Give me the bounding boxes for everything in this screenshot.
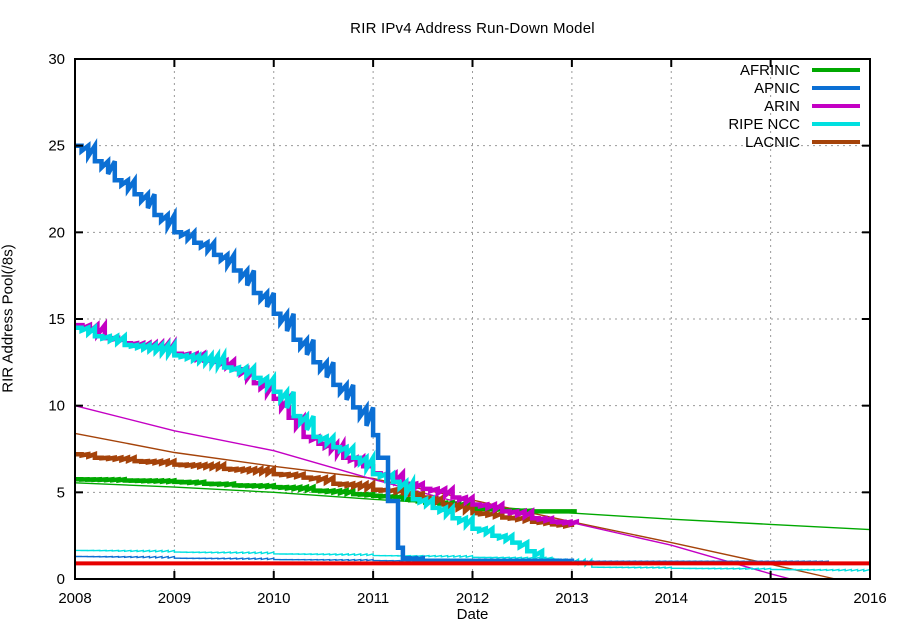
legend-item-afrinic: AFRINIC — [728, 61, 860, 79]
legend-line-swatch — [812, 68, 860, 72]
x-tick-label-2008: 2008 — [58, 590, 91, 607]
x-axis-label: Date — [456, 606, 489, 623]
legend-item-apnic: APNIC — [728, 79, 860, 97]
series-APNIC-actual — [75, 137, 575, 564]
legend: AFRINIC APNIC ARIN RIPE NCC LACNIC — [728, 61, 860, 151]
x-tick-label-2015: 2015 — [754, 590, 787, 607]
legend-label: AFRINIC — [740, 61, 800, 79]
legend-line-swatch — [812, 122, 860, 126]
legend-label: RIPE NCC — [728, 115, 800, 133]
y-tick-label-15: 15 — [48, 311, 65, 328]
legend-item-ripe-ncc: RIPE NCC — [728, 115, 860, 133]
series-RIPE-NCC-model — [75, 549, 871, 573]
legend-line-swatch — [812, 86, 860, 90]
x-tick-label-2010: 2010 — [257, 590, 290, 607]
y-tick-label-20: 20 — [48, 224, 65, 241]
y-tick-label-5: 5 — [57, 484, 65, 501]
series-RIPE-NCC-actual — [75, 322, 575, 565]
x-tick-label-2011: 2011 — [357, 590, 389, 607]
legend-line-swatch — [812, 140, 860, 144]
x-tick-label-2014: 2014 — [655, 590, 688, 607]
legend-item-lacnic: LACNIC — [728, 133, 860, 151]
y-axis-label: RIR Address Pool(/8s) — [0, 244, 17, 393]
y-tick-label-30: 30 — [48, 51, 65, 68]
x-tick-label-2009: 2009 — [158, 590, 191, 607]
x-tick-label-2013: 2013 — [555, 590, 588, 607]
y-tick-label-10: 10 — [48, 398, 65, 415]
chart-title: RIR IPv4 Address Run-Down Model — [350, 20, 595, 37]
x-tick-label-2016: 2016 — [853, 590, 886, 607]
legend-item-arin: ARIN — [728, 97, 860, 115]
legend-label: LACNIC — [744, 133, 800, 151]
y-tick-label-0: 0 — [57, 571, 65, 588]
x-tick-label-2012: 2012 — [456, 590, 489, 607]
legend-label: APNIC — [754, 79, 800, 97]
legend-line-swatch — [812, 104, 860, 108]
y-tick-label-25: 25 — [48, 138, 65, 155]
legend-label: ARIN — [764, 97, 800, 115]
series-LACNIC-actual — [75, 451, 575, 529]
